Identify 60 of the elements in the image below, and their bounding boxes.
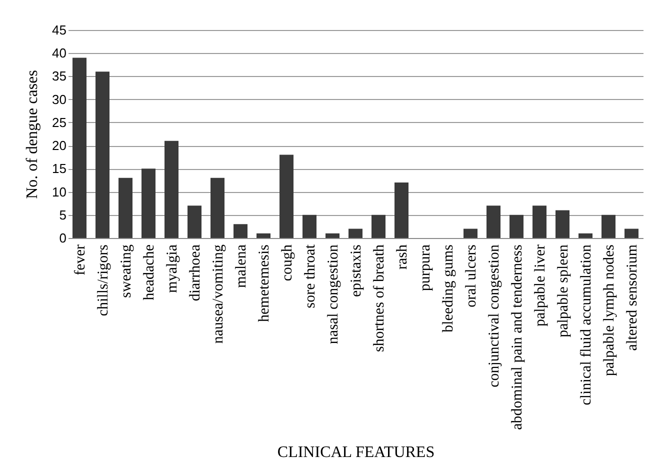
x-tick-label: palpable liver	[532, 244, 548, 327]
x-tick-label: epistaxis	[348, 244, 364, 297]
bar	[348, 228, 362, 238]
x-tick-label: diarrhoea	[188, 244, 204, 302]
bar	[394, 182, 408, 238]
y-tick-label: 35	[52, 68, 66, 84]
bar	[142, 168, 156, 238]
x-tick-label: oral ulcers	[464, 244, 480, 308]
bar	[72, 58, 86, 238]
x-tick-label: abdominal pain and tenderness	[510, 244, 526, 430]
bar	[602, 214, 616, 238]
x-tick-label: rash	[394, 244, 410, 270]
bar	[326, 233, 340, 238]
x-tick-label: chills/rigors	[96, 244, 112, 316]
x-tick-label: conjunctival congestion	[486, 244, 502, 388]
y-tick-label: 10	[52, 184, 66, 200]
x-tick-label: altered sensorium	[624, 244, 640, 351]
x-tick-label: clinical fluid accumulation	[578, 244, 594, 406]
y-tick-label: 0	[59, 230, 66, 246]
bar	[578, 233, 592, 238]
y-tick-label: 45	[52, 22, 66, 38]
bar	[188, 206, 202, 238]
x-tick-label: purpura	[418, 244, 434, 292]
x-tick-label: palpable lymph nodes	[602, 244, 618, 376]
x-tick-label: cough	[280, 244, 296, 282]
x-tick-label: bleeding gums	[440, 244, 456, 332]
x-tick-label: shortnes of breath	[372, 244, 388, 352]
x-tick-label: sweating	[118, 244, 134, 298]
bar	[210, 178, 224, 238]
bar	[532, 206, 546, 238]
y-tick-label: 5	[59, 207, 66, 222]
x-tick-label: myalgia	[164, 244, 180, 293]
bar	[486, 206, 500, 238]
y-tick-label: 25	[52, 114, 66, 130]
x-tick-label: nausea/vomiting	[210, 244, 226, 344]
bar	[256, 233, 270, 238]
x-tick-label: nasal congestion	[326, 244, 342, 344]
x-tick-label: headache	[142, 244, 158, 300]
x-tick-label: hemetemesis	[256, 244, 272, 322]
bar	[510, 214, 524, 238]
bar	[234, 224, 248, 238]
bar	[118, 178, 132, 238]
bar	[624, 228, 638, 238]
bar	[302, 214, 316, 238]
x-tick-label: palpable spleen	[556, 244, 572, 338]
bar	[164, 140, 178, 238]
x-tick-label: malena	[234, 244, 250, 288]
y-axis-title: No. of dengue cases	[24, 70, 42, 199]
bar	[96, 72, 110, 238]
y-tick-label: 20	[52, 138, 66, 154]
y-tick-label: 40	[52, 46, 66, 61]
x-axis-title: CLINICAL FEATURES	[277, 444, 435, 461]
x-tick-label: fever	[72, 244, 88, 276]
bar	[556, 210, 570, 238]
bar	[372, 214, 386, 238]
bar	[464, 228, 478, 238]
y-tick-label: 30	[52, 92, 66, 107]
bar	[280, 154, 294, 238]
x-tick-label: sore throat	[302, 244, 318, 308]
y-tick-label: 15	[52, 161, 66, 176]
